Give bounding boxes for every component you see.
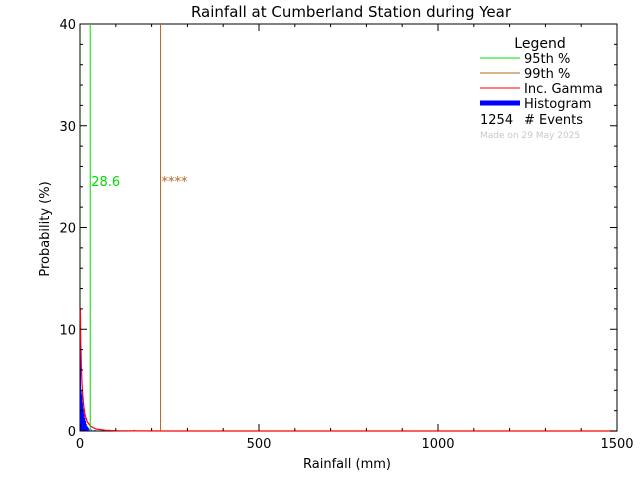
percentile-lines: 28.6 **** [89,24,189,431]
x-tick-label: 500 [247,437,272,452]
histogram-bar [83,413,85,431]
x-tick-label: 0 [76,437,84,452]
histogram-bars [80,334,289,432]
histogram-bar [80,334,81,431]
histogram-bar [101,430,103,431]
y-tick-label: 20 [59,222,76,237]
y-tick-label: 40 [59,18,76,33]
x-axis-label: Rainfall (mm) [303,457,391,472]
histogram-bar [85,420,87,431]
histogram-bar [81,394,83,431]
legend-label: Inc. Gamma [524,82,603,97]
histogram-bar [84,417,86,431]
histogram-bar [87,427,89,431]
histogram-bar [82,402,84,431]
histogram-bar [85,423,87,431]
legend-label: Histogram [524,97,591,112]
legend-title: Legend [514,36,565,52]
percentile-label-1: 28.6 [91,175,120,190]
legend-events-count: 1254 [480,113,513,128]
histogram-bar [82,408,84,431]
x-tick-label: 1000 [421,437,454,452]
histogram-bar [86,425,88,431]
y-axis-label: Probability (%) [38,181,53,276]
y-tick-label: 10 [59,323,76,338]
gamma-curve-line [79,308,617,432]
gamma-curve-group [79,308,617,432]
made-on-stamp: Made on 29 May 2025 [480,131,580,141]
histogram-bar [94,429,96,431]
y-tick-label: 30 [59,120,76,135]
legend-label: 95th % [524,52,570,67]
x-tick-label: 1500 [600,437,633,452]
chart-title: Rainfall at Cumberland Station during Ye… [191,3,512,21]
percentile-label-2: **** [162,175,189,190]
legend-events-label: # Events [524,113,583,128]
y-tick-label: 0 [68,425,76,440]
histogram-bar [87,426,89,431]
histogram-bar [90,429,92,431]
axes: 0 500 1000 1500 0 10 20 30 40 [59,18,633,452]
legend-label: 99th % [524,67,570,82]
